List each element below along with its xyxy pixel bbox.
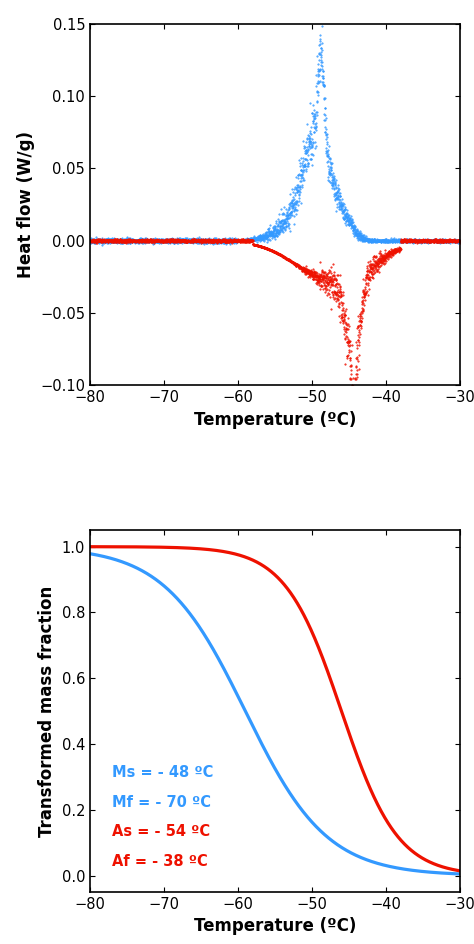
X-axis label: Temperature (ºC): Temperature (ºC) <box>194 411 356 429</box>
X-axis label: Temperature (ºC): Temperature (ºC) <box>194 918 356 936</box>
Y-axis label: Heat flow (W/g): Heat flow (W/g) <box>17 131 35 278</box>
Text: Mf = - 70 ºC: Mf = - 70 ºC <box>112 795 211 810</box>
Text: As = - 54 ºC: As = - 54 ºC <box>112 824 210 839</box>
Text: Af = - 38 ºC: Af = - 38 ºC <box>112 853 208 868</box>
Y-axis label: Transformed mass fraction: Transformed mass fraction <box>38 585 56 836</box>
Text: Ms = - 48 ºC: Ms = - 48 ºC <box>112 765 214 780</box>
